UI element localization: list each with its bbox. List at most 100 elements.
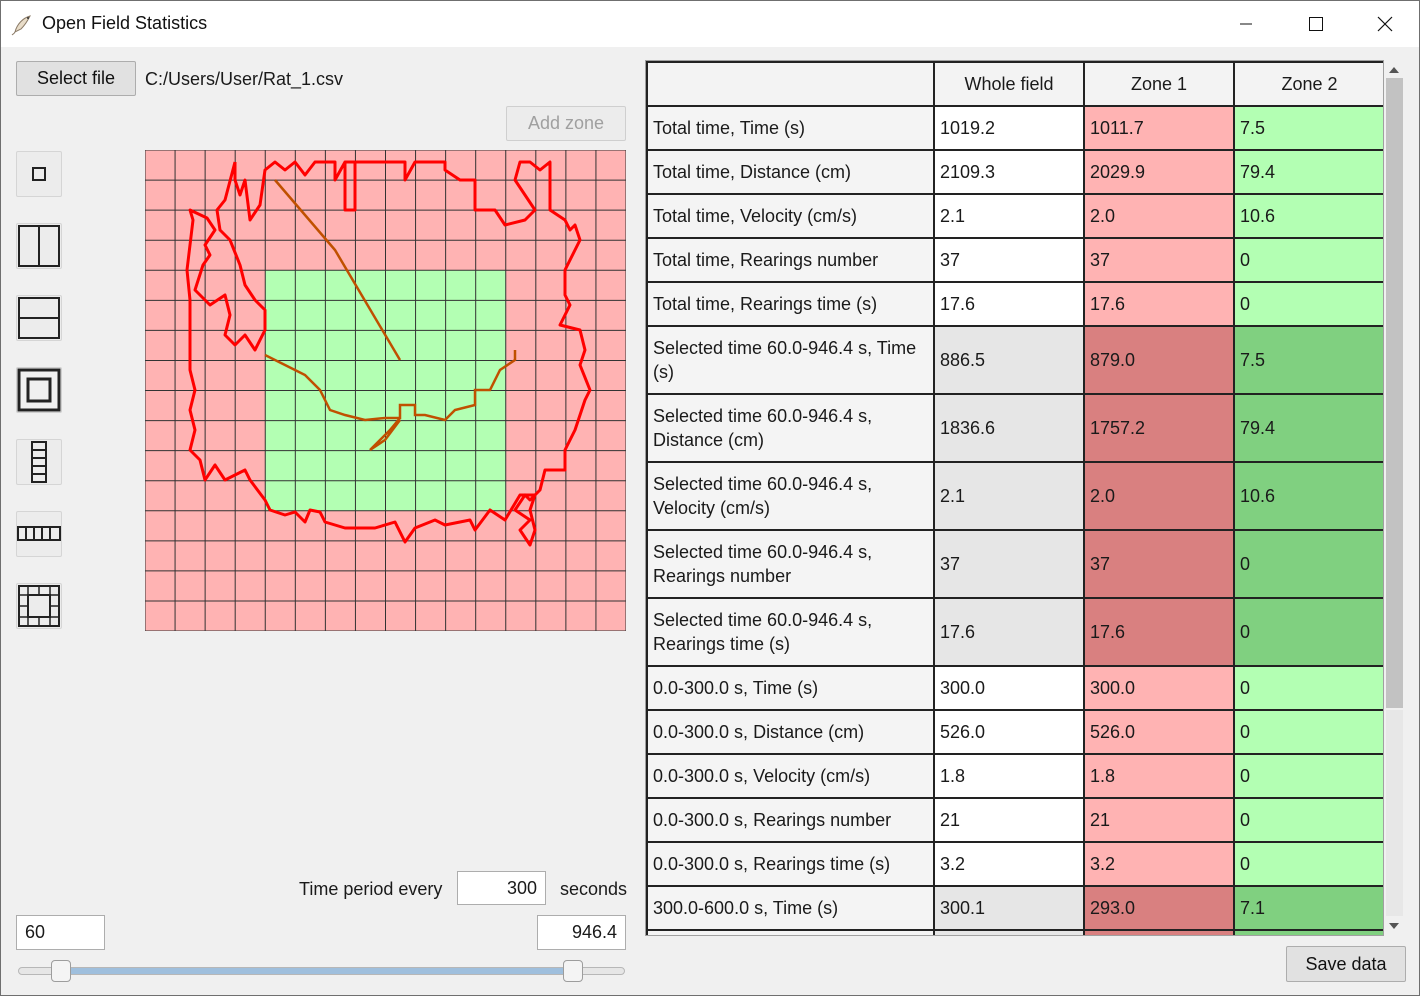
- table-row[interactable]: Selected time 60.0-946.4 s, Velocity (cm…: [646, 461, 1383, 531]
- zone-horizontal-split-button[interactable]: [16, 295, 62, 341]
- whole-field-cell[interactable]: 3.2: [933, 841, 1085, 887]
- zone-1-cell[interactable]: 3.2: [1083, 841, 1235, 887]
- whole-field-cell[interactable]: 300.0: [933, 665, 1085, 711]
- close-button[interactable]: [1350, 1, 1420, 47]
- table-row[interactable]: 300.0-600.0 s, Time (s) 300.1 293.0 7.1: [646, 885, 1383, 931]
- zone-2-cell[interactable]: 7.1: [1233, 885, 1383, 931]
- header-whole-field[interactable]: Whole field: [933, 61, 1085, 107]
- table-row[interactable]: Selected time 60.0-946.4 s, Distance (cm…: [646, 393, 1383, 463]
- zone-1-cell[interactable]: 37: [1083, 529, 1235, 599]
- whole-field-cell[interactable]: 2.1: [933, 193, 1085, 239]
- zone-2-cell[interactable]: 79.4: [1233, 149, 1383, 195]
- zone-1-cell[interactable]: 526.0: [1083, 709, 1235, 755]
- zone-2-cell[interactable]: [1233, 929, 1383, 935]
- table-row[interactable]: Total time, Distance (cm) 2109.3 2029.9 79.…: [646, 149, 1383, 195]
- add-zone-button[interactable]: Add zone: [506, 106, 626, 141]
- zone-2-cell[interactable]: 0: [1233, 281, 1383, 327]
- table-row[interactable]: Total time, Rearings time (s) 17.6 17.6 0: [646, 281, 1383, 327]
- row-label[interactable]: 0.0-300.0 s, Rearings number: [646, 797, 935, 843]
- zone-2-cell[interactable]: 10.6: [1233, 461, 1383, 531]
- whole-field-cell[interactable]: 1.8: [933, 753, 1085, 799]
- zone-2-cell[interactable]: 0: [1233, 709, 1383, 755]
- whole-field-cell[interactable]: [933, 929, 1085, 935]
- zone-2-cell[interactable]: 0: [1233, 753, 1383, 799]
- whole-field-cell[interactable]: 2.1: [933, 461, 1085, 531]
- table-row[interactable]: [646, 929, 1383, 935]
- scroll-down-icon[interactable]: [1384, 918, 1405, 934]
- table-row[interactable]: Total time, Velocity (cm/s) 2.1 2.0 10.6: [646, 193, 1383, 239]
- save-data-button[interactable]: Save data: [1286, 946, 1406, 982]
- row-label[interactable]: Selected time 60.0-946.4 s, Time (s): [646, 325, 935, 395]
- zone-1-cell[interactable]: 293.0: [1083, 885, 1235, 931]
- table-row[interactable]: Total time, Time (s) 1019.2 1011.7 7.5: [646, 105, 1383, 151]
- table-row[interactable]: Total time, Rearings number 37 37 0: [646, 237, 1383, 283]
- table-row[interactable]: Selected time 60.0-946.4 s, Rearings tim…: [646, 597, 1383, 667]
- zone-2-cell[interactable]: 7.5: [1233, 105, 1383, 151]
- row-label[interactable]: Selected time 60.0-946.4 s, Distance (cm…: [646, 393, 935, 463]
- table-row[interactable]: 0.0-300.0 s, Rearings number 21 21 0: [646, 797, 1383, 843]
- whole-field-cell[interactable]: 300.1: [933, 885, 1085, 931]
- zone-small-square-button[interactable]: [16, 151, 62, 197]
- whole-field-cell[interactable]: 17.6: [933, 597, 1085, 667]
- zone-vertical-strip-button[interactable]: [16, 439, 62, 485]
- zone-border-grid-button[interactable]: [16, 583, 62, 629]
- zone-2-cell[interactable]: 79.4: [1233, 393, 1383, 463]
- zone-1-cell[interactable]: 2029.9: [1083, 149, 1235, 195]
- end-time-input[interactable]: 946.4: [537, 915, 626, 950]
- zone-2-cell[interactable]: 0: [1233, 597, 1383, 667]
- whole-field-cell[interactable]: 21: [933, 797, 1085, 843]
- whole-field-cell[interactable]: 2109.3: [933, 149, 1085, 195]
- slider-end-handle[interactable]: [563, 960, 583, 982]
- scroll-up-icon[interactable]: [1384, 62, 1405, 78]
- zone-2-cell[interactable]: 0: [1233, 665, 1383, 711]
- zone-2-cell[interactable]: 0: [1233, 529, 1383, 599]
- zone-2-cell[interactable]: 0: [1233, 237, 1383, 283]
- row-label[interactable]: Total time, Time (s): [646, 105, 935, 151]
- row-label[interactable]: Selected time 60.0-946.4 s, Rearings tim…: [646, 597, 935, 667]
- time-period-input[interactable]: 300: [457, 871, 546, 905]
- zone-1-cell[interactable]: 2.0: [1083, 193, 1235, 239]
- row-label[interactable]: Total time, Velocity (cm/s): [646, 193, 935, 239]
- table-row[interactable]: 0.0-300.0 s, Rearings time (s) 3.2 3.2 0: [646, 841, 1383, 887]
- zone-2-cell[interactable]: 7.5: [1233, 325, 1383, 395]
- maximize-button[interactable]: [1281, 1, 1351, 47]
- table-row[interactable]: 0.0-300.0 s, Velocity (cm/s) 1.8 1.8 0: [646, 753, 1383, 799]
- whole-field-cell[interactable]: 526.0: [933, 709, 1085, 755]
- select-file-button[interactable]: Select file: [16, 61, 136, 96]
- start-time-input[interactable]: 60: [16, 915, 105, 950]
- row-label[interactable]: Total time, Rearings number: [646, 237, 935, 283]
- row-label[interactable]: Total time, Distance (cm): [646, 149, 935, 195]
- zone-center-square-button[interactable]: [16, 367, 62, 413]
- zone-2-cell[interactable]: 10.6: [1233, 193, 1383, 239]
- whole-field-cell[interactable]: 17.6: [933, 281, 1085, 327]
- stats-table-container[interactable]: Whole field Zone 1 Zone 2 Total time, Ti…: [645, 60, 1384, 936]
- zone-1-cell[interactable]: 17.6: [1083, 281, 1235, 327]
- row-label[interactable]: 0.0-300.0 s, Time (s): [646, 665, 935, 711]
- zone-1-cell[interactable]: 37: [1083, 237, 1235, 283]
- row-label[interactable]: 0.0-300.0 s, Rearings time (s): [646, 841, 935, 887]
- zone-1-cell[interactable]: 879.0: [1083, 325, 1235, 395]
- minimize-button[interactable]: [1211, 1, 1281, 47]
- zone-vertical-split-button[interactable]: [16, 223, 62, 269]
- slider-start-handle[interactable]: [51, 960, 71, 982]
- row-label[interactable]: Selected time 60.0-946.4 s, Rearings num…: [646, 529, 935, 599]
- whole-field-cell[interactable]: 1836.6: [933, 393, 1085, 463]
- table-scrollbar[interactable]: [1384, 60, 1405, 936]
- scrollbar-thumb[interactable]: [1386, 78, 1403, 708]
- table-row[interactable]: 0.0-300.0 s, Distance (cm) 526.0 526.0 0: [646, 709, 1383, 755]
- zone-1-cell[interactable]: 17.6: [1083, 597, 1235, 667]
- row-label[interactable]: 300.0-600.0 s, Time (s): [646, 885, 935, 931]
- zone-1-cell[interactable]: [1083, 929, 1235, 935]
- table-row[interactable]: Selected time 60.0-946.4 s, Time (s) 886.…: [646, 325, 1383, 395]
- zone-horizontal-strip-button[interactable]: [16, 511, 62, 557]
- table-row[interactable]: Selected time 60.0-946.4 s, Rearings num…: [646, 529, 1383, 599]
- zone-1-cell[interactable]: 1011.7: [1083, 105, 1235, 151]
- whole-field-cell[interactable]: 886.5: [933, 325, 1085, 395]
- whole-field-cell[interactable]: 37: [933, 529, 1085, 599]
- row-label[interactable]: [646, 929, 935, 935]
- row-label[interactable]: 0.0-300.0 s, Velocity (cm/s): [646, 753, 935, 799]
- zone-1-cell[interactable]: 1.8: [1083, 753, 1235, 799]
- zone-1-cell[interactable]: 21: [1083, 797, 1235, 843]
- table-row[interactable]: 0.0-300.0 s, Time (s) 300.0 300.0 0: [646, 665, 1383, 711]
- zone-2-cell[interactable]: 0: [1233, 841, 1383, 887]
